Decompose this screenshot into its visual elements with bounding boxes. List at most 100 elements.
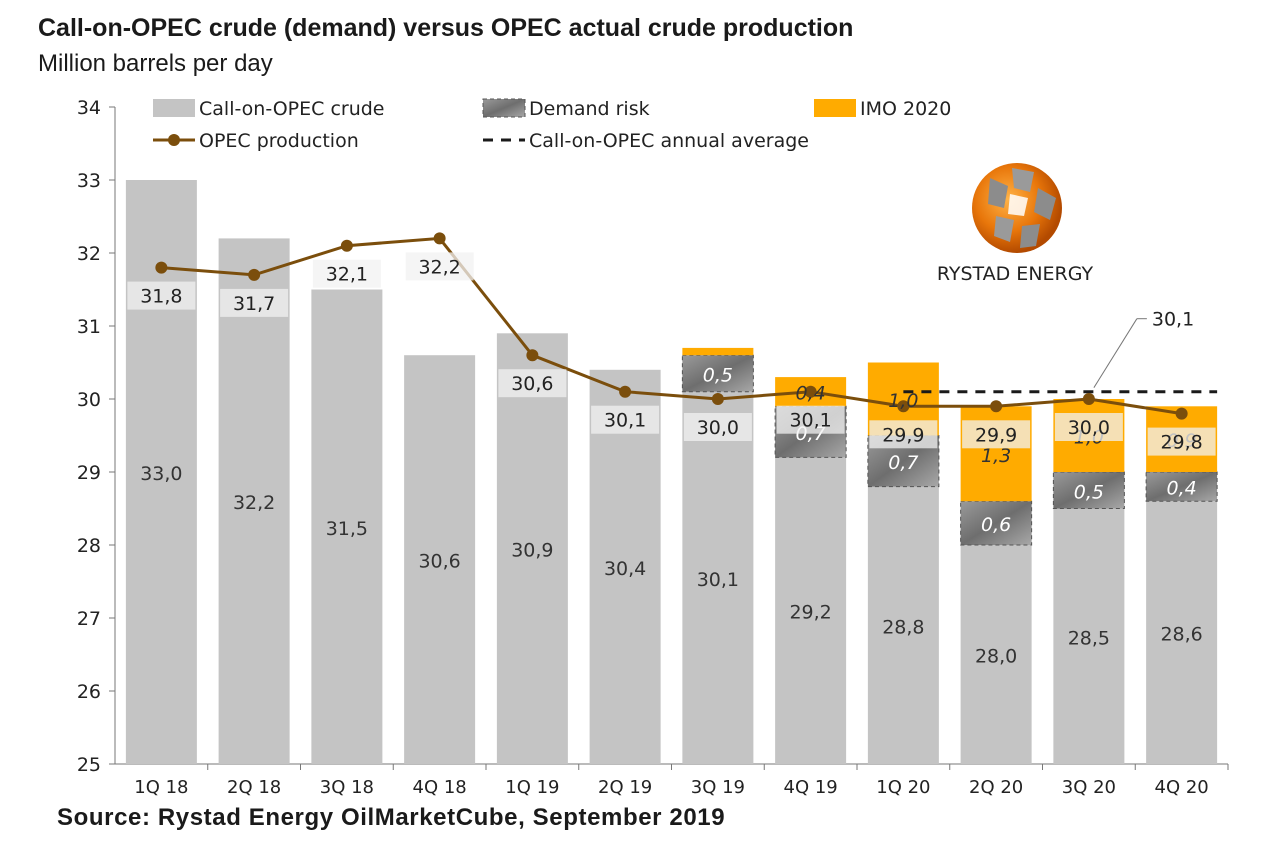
- call-on-opec-value-label: 28,0: [975, 646, 1017, 668]
- legend-swatch-opec-production-marker: [168, 134, 180, 146]
- logo-text: RYSTAD ENERGY: [936, 263, 1094, 285]
- opec-production-value-label: 29,8: [1160, 432, 1202, 454]
- call-on-opec-value-label: 30,1: [697, 569, 739, 591]
- call-on-opec-value-label: 29,2: [789, 602, 831, 624]
- opec-production-point: [619, 385, 632, 398]
- y-tick-label: 28: [77, 535, 101, 557]
- imo-2020-value-label: 1,0: [888, 390, 918, 412]
- chart-title: Call-on-OPEC crude (demand) versus OPEC …: [38, 14, 854, 42]
- opec-production-value-label: 31,8: [140, 286, 182, 308]
- x-tick-label: 3Q 19: [691, 777, 745, 798]
- opec-production-label-box: [127, 281, 196, 310]
- call-on-opec-bar: [960, 545, 1032, 764]
- imo-2020-segment: [682, 347, 754, 356]
- call-on-opec-bar: [125, 180, 197, 764]
- x-tick-label: 3Q 20: [1062, 777, 1116, 798]
- legend-label: Call-on-OPEC annual average: [529, 130, 809, 152]
- legend-label: OPEC production: [199, 130, 359, 152]
- call-on-opec-bar: [682, 391, 754, 764]
- x-tick-label: 4Q 19: [784, 777, 838, 798]
- opec-production-point: [897, 400, 910, 413]
- y-tick-label: 27: [77, 608, 101, 630]
- call-on-opec-bar: [1053, 508, 1125, 764]
- demand-risk-value-label: 0,5: [703, 364, 733, 386]
- source-note: Source: Rystad Energy OilMarketCube, Sep…: [57, 804, 726, 831]
- opec-production-point: [711, 393, 724, 405]
- x-tick-label: 2Q 19: [598, 777, 652, 798]
- y-tick-label: 30: [77, 389, 101, 411]
- x-tick-label: 1Q 20: [876, 777, 930, 798]
- call-on-opec-value-label: 30,6: [418, 551, 460, 573]
- y-tick-label: 33: [77, 170, 101, 192]
- call-on-opec-value-label: 28,6: [1160, 624, 1202, 646]
- axes: 25 26 27 28 29 30 31 32 33 34 1Q 18 2Q 18 3Q 18 4Q 18…: [77, 97, 1229, 798]
- annual-average-label: 30,1: [1152, 309, 1194, 331]
- opec-production-value-label: 31,7: [233, 293, 275, 315]
- imo-2020-value-label: 1,3: [981, 445, 1011, 467]
- legend: Call-on-OPEC crude Demand risk IMO 2020 OPE…: [153, 98, 951, 152]
- call-on-opec-bar: [218, 238, 290, 764]
- demand-risk-value-label: 0,7: [888, 452, 918, 474]
- opec-production-label-box: [220, 288, 289, 317]
- opec-production-value-label: 30,0: [1068, 417, 1110, 439]
- x-tick-label: 4Q 18: [413, 777, 467, 798]
- opec-production-value-label: 32,2: [418, 256, 460, 278]
- y-tick-label: 32: [77, 243, 101, 265]
- call-on-opec-bar: [311, 289, 383, 764]
- opec-production-point: [1082, 393, 1095, 405]
- opec-production-point: [1175, 407, 1188, 420]
- opec-production-value-label: 30,6: [511, 373, 553, 395]
- opec-production-label-box: [591, 405, 660, 434]
- annual-average-leader: [1093, 318, 1138, 388]
- call-on-opec-bar: [496, 333, 568, 764]
- call-on-opec-bar: [404, 355, 476, 764]
- x-tick-label: 1Q 19: [505, 777, 559, 798]
- demand-risk-segment: [960, 500, 1033, 546]
- opec-production-point: [340, 239, 353, 252]
- x-tick-label: 4Q 20: [1155, 777, 1209, 798]
- legend-swatch-call-on-opec: [153, 99, 195, 117]
- call-on-opec-value-label: 32,2: [233, 492, 275, 514]
- y-tick-label: 26: [77, 681, 101, 703]
- x-tick-label: 2Q 20: [969, 777, 1023, 798]
- legend-swatch-imo-2020: [814, 99, 856, 117]
- opec-production-label-box: [312, 259, 381, 288]
- call-on-opec-bar: [589, 369, 661, 764]
- opec-production-label-box: [405, 252, 474, 281]
- demand-risk-value-label: 0,5: [1074, 481, 1104, 503]
- globe-icon: [972, 163, 1062, 253]
- call-on-opec-value-label: 31,5: [326, 518, 368, 540]
- opec-production-point: [155, 261, 168, 274]
- rystad-logo: RYSTAD ENERGY: [930, 158, 1100, 298]
- legend-label: IMO 2020: [860, 98, 951, 120]
- opec-production-value-label: 32,1: [326, 264, 368, 286]
- opec-production-point: [248, 268, 261, 281]
- demand-risk-segment: [1145, 471, 1218, 502]
- demand-risk-segment: [1052, 471, 1125, 509]
- opec-production-value-label: 30,1: [789, 410, 831, 432]
- opec-production-label-box: [683, 413, 752, 441]
- opec-production-value-label: 29,9: [882, 424, 924, 446]
- opec-production-point: [990, 400, 1003, 413]
- call-on-opec-value-label: 33,0: [140, 463, 182, 485]
- legend-swatch-demand-risk: [482, 98, 526, 118]
- call-on-opec-value-label: 30,9: [511, 540, 553, 562]
- opec-production-value-label: 30,0: [697, 417, 739, 439]
- y-tick-label: 34: [77, 97, 101, 119]
- call-on-opec-value-label: 30,4: [604, 558, 646, 580]
- chart-subtitle: Million barrels per day: [38, 50, 273, 77]
- legend-label: Call-on-OPEC crude: [199, 98, 385, 120]
- x-tick-label: 3Q 18: [320, 777, 374, 798]
- opec-production-line: [155, 232, 1218, 420]
- opec-production-point: [433, 232, 446, 245]
- demand-risk-segment: [681, 354, 754, 393]
- x-tick-label: 1Q 18: [134, 777, 188, 798]
- opec-production-value-label: 30,1: [604, 410, 646, 432]
- opec-production-label-box: [869, 420, 938, 449]
- call-on-opec-value-label: 28,8: [882, 616, 924, 638]
- opec-production-label-box: [962, 420, 1031, 449]
- data-labels: 33,0 32,2 31,5 30,6 30,9 30,4 30,1 29,2 28,8 28,0…: [127, 252, 1216, 668]
- demand-risk-value-label: 0,4: [1167, 478, 1197, 500]
- opec-production-label-box: [498, 369, 567, 398]
